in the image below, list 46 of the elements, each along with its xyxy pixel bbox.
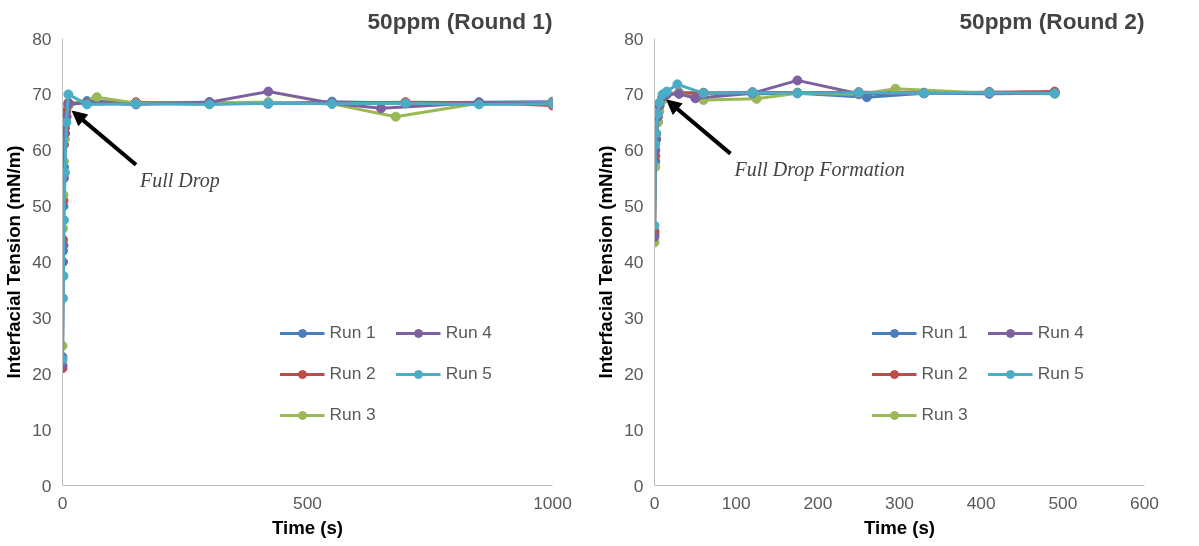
x-axis-title: Time (s) (863, 516, 936, 538)
legend-label: Run 1 (921, 322, 968, 343)
y-tick-label: 40 (32, 252, 52, 272)
y-tick-label: 70 (624, 84, 644, 105)
y-tick-label: 20 (32, 363, 52, 384)
y-tick-label: 70 (32, 84, 52, 105)
y-tick-label: 0 (41, 475, 52, 496)
legend-label: Run 2 (329, 363, 376, 384)
legend-label: Run 4 (445, 322, 492, 343)
x-axis-title: Time (s) (271, 516, 344, 538)
chart-title: 50ppm (Round 1) (367, 7, 553, 34)
legend-label: Run 5 (1037, 363, 1084, 384)
legend-label: Run 2 (921, 363, 968, 384)
x-tick-label: 1000 (533, 492, 572, 513)
y-axis-title: Interfacial Tension (mN/m) (3, 145, 25, 379)
chart-title: 50ppm (Round 2) (959, 7, 1145, 34)
x-tick-label: 400 (966, 492, 996, 513)
legend-label: Run 5 (445, 363, 492, 384)
y-tick-label: 40 (624, 252, 644, 272)
x-tick-label: 500 (1048, 492, 1078, 513)
legend-label: Run 3 (329, 404, 376, 425)
legend-label: Run 4 (1037, 322, 1084, 343)
x-tick-label: 500 (293, 492, 322, 513)
y-tick-label: 20 (624, 363, 644, 384)
y-tick-label: 50 (624, 196, 644, 217)
y-tick-label: 60 (624, 140, 644, 161)
y-tick-label: 80 (32, 28, 52, 49)
y-tick-label: 50 (32, 196, 52, 217)
annotation: Full Drop Formation (733, 157, 905, 181)
legend-label: Run 3 (921, 404, 968, 425)
x-tick-label: 100 (721, 492, 751, 513)
x-tick-label: 300 (885, 492, 914, 513)
y-tick-label: 30 (32, 307, 52, 328)
x-tick-label: 0 (57, 492, 68, 513)
legend-label: Run 1 (329, 322, 376, 343)
y-tick-label: 80 (624, 28, 644, 49)
y-axis-title: Interfacial Tension (mN/m) (595, 145, 617, 379)
annotation: Full Drop (139, 168, 220, 192)
x-tick-label: 200 (803, 492, 833, 513)
x-tick-label: 600 (1130, 492, 1159, 513)
y-tick-label: 0 (633, 475, 644, 496)
x-tick-label: 0 (649, 492, 660, 513)
y-tick-label: 10 (624, 419, 644, 440)
y-tick-label: 10 (32, 419, 52, 440)
y-tick-label: 30 (624, 307, 644, 328)
y-tick-label: 60 (32, 140, 52, 161)
